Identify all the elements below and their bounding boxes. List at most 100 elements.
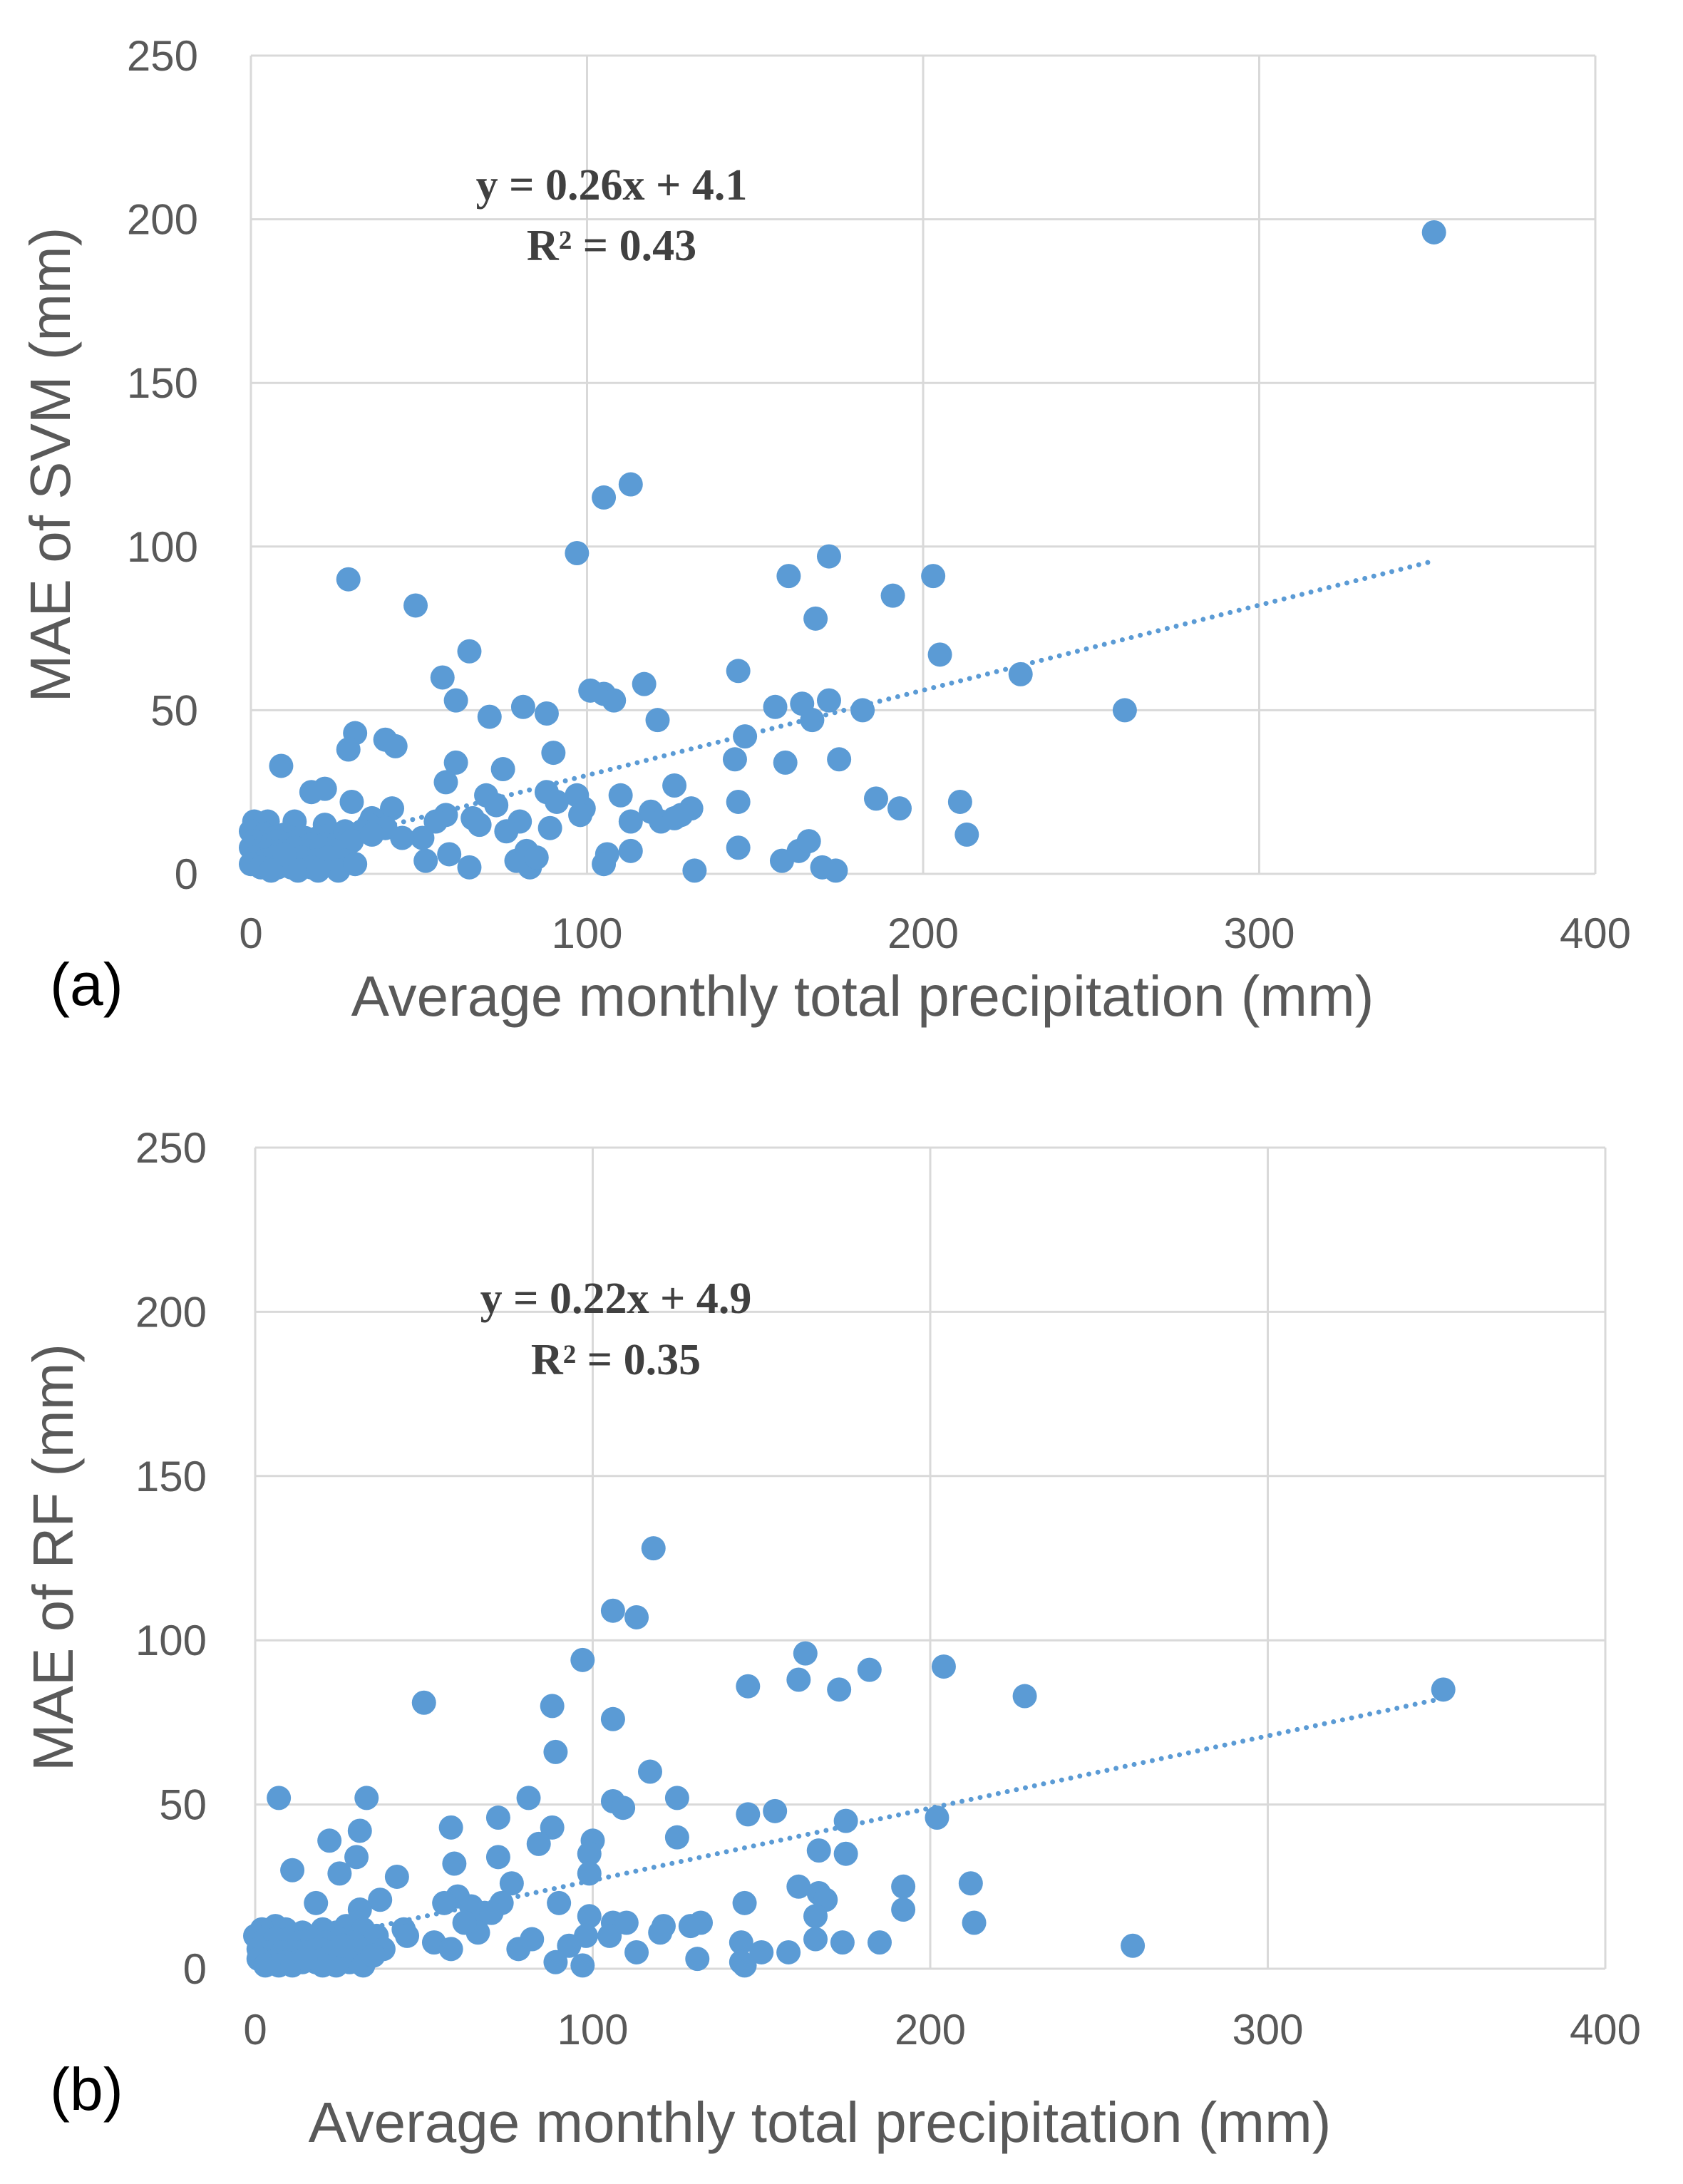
data-point	[726, 835, 751, 860]
data-point	[689, 1910, 714, 1935]
data-point	[568, 803, 593, 828]
data-point	[443, 688, 468, 713]
data-point	[1121, 1933, 1146, 1958]
data-point	[867, 1930, 892, 1955]
data-point	[339, 789, 364, 814]
trendline-equation: y = 0.26x + 4.1	[476, 161, 748, 210]
data-point	[395, 1923, 420, 1948]
data-point	[390, 825, 415, 850]
data-point	[962, 1910, 987, 1935]
data-point	[343, 852, 368, 877]
data-point	[1112, 698, 1137, 723]
data-point	[384, 1864, 409, 1889]
data-point	[954, 822, 979, 847]
data-point	[433, 770, 458, 795]
data-point	[272, 842, 297, 867]
data-point	[763, 694, 788, 719]
data-point	[662, 773, 687, 798]
grid-lines	[249, 54, 1597, 875]
data-point	[516, 1786, 541, 1810]
data-point	[891, 1897, 916, 1922]
data-point	[443, 750, 468, 775]
data-point	[543, 1739, 568, 1764]
data-point	[776, 564, 801, 589]
data-point	[259, 858, 284, 883]
x-axis-title: Average monthly total precipitation (mm)	[351, 964, 1374, 1028]
data-point	[299, 780, 324, 805]
y-tick-label: 250	[127, 32, 198, 80]
data-point	[827, 747, 852, 772]
y-axis-title: MAE of SVM (mm)	[19, 227, 82, 703]
data-point	[269, 753, 294, 778]
data-point	[749, 1940, 774, 1964]
data-point	[306, 858, 331, 883]
data-point	[729, 1930, 753, 1955]
x-tick-labels: 0 100 200 300 400	[239, 910, 1631, 957]
x-tick-label: 200	[895, 2006, 966, 2054]
data-point	[664, 1786, 689, 1810]
data-point	[383, 733, 408, 758]
data-point	[543, 1949, 568, 1974]
y-tick-label: 50	[150, 686, 198, 734]
data-point	[816, 544, 841, 569]
data-point	[479, 1900, 504, 1925]
panel-b: 0 50 100 150 200 250 0 100 200 300 400 MAE of RF …	[21, 1124, 1641, 2154]
data-point	[685, 1947, 710, 1972]
data-point	[722, 747, 747, 772]
x-axis-title: Average monthly total precipitation (mm)	[309, 2091, 1332, 2154]
y-axis-title: MAE of RF (mm)	[21, 1344, 85, 1771]
data-point	[726, 789, 751, 814]
data-point	[267, 1786, 292, 1810]
data-point	[776, 1940, 801, 1964]
data-point	[732, 1953, 757, 1978]
data-point	[361, 1943, 386, 1968]
data-point	[600, 1706, 625, 1731]
data-point	[611, 1796, 636, 1820]
data-point	[803, 1927, 828, 1952]
data-point	[600, 1598, 625, 1623]
data-point	[736, 1674, 761, 1699]
data-point	[499, 1871, 524, 1896]
data-point	[921, 564, 946, 589]
data-point	[618, 809, 643, 834]
data-point	[1012, 1684, 1037, 1709]
data-point	[803, 606, 828, 631]
data-point	[534, 701, 559, 726]
data-point	[833, 1808, 858, 1833]
x-tick-label: 100	[551, 910, 622, 957]
data-point	[632, 671, 657, 696]
panel-label: (b)	[50, 2056, 123, 2123]
x-tick-label: 400	[1570, 2006, 1641, 2054]
data-point	[827, 1677, 852, 1702]
data-point	[317, 1828, 342, 1853]
data-point	[1008, 661, 1033, 686]
data-point	[438, 1937, 463, 1962]
data-point	[816, 688, 841, 713]
data-point	[925, 1806, 949, 1830]
data-point	[485, 1845, 510, 1870]
data-point	[336, 567, 361, 592]
data-point	[423, 809, 448, 834]
data-point	[286, 858, 311, 883]
data-point	[411, 1690, 436, 1715]
data-point	[457, 855, 482, 880]
data-point	[477, 704, 502, 729]
data-point	[664, 1825, 689, 1850]
data-point	[833, 1841, 858, 1866]
data-point	[547, 1890, 572, 1915]
y-tick-label: 100	[127, 523, 198, 571]
y-tick-label: 100	[135, 1617, 207, 1664]
data-point	[540, 1815, 565, 1840]
data-point	[614, 1910, 639, 1935]
data-point	[887, 796, 912, 821]
data-point	[592, 485, 617, 510]
data-point	[931, 1654, 956, 1679]
y-tick-labels: 0 50 100 150 200 250	[135, 1124, 207, 1993]
panel-label: (a)	[50, 951, 123, 1018]
data-point	[880, 583, 905, 608]
data-point	[592, 852, 617, 877]
data-point	[541, 741, 566, 766]
data-point	[624, 1604, 649, 1629]
y-tick-label: 200	[135, 1288, 207, 1336]
